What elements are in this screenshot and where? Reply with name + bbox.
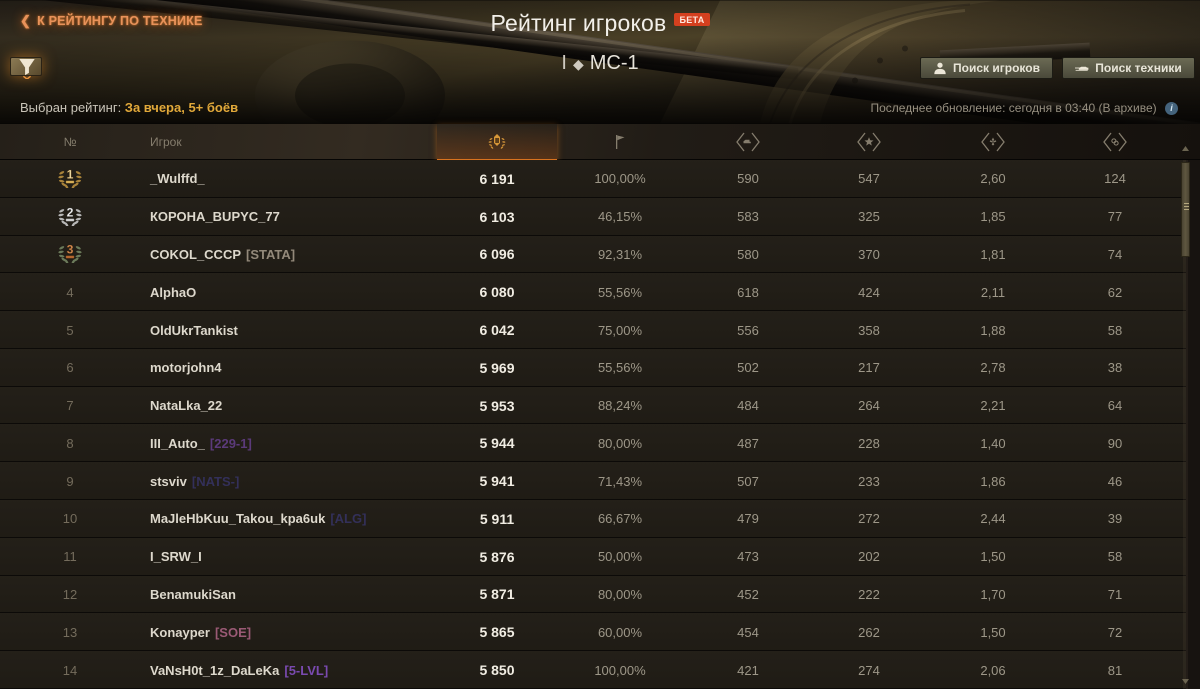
- svg-text:3: 3: [67, 243, 74, 257]
- svg-text:2: 2: [67, 205, 74, 219]
- svg-text:1: 1: [67, 168, 74, 182]
